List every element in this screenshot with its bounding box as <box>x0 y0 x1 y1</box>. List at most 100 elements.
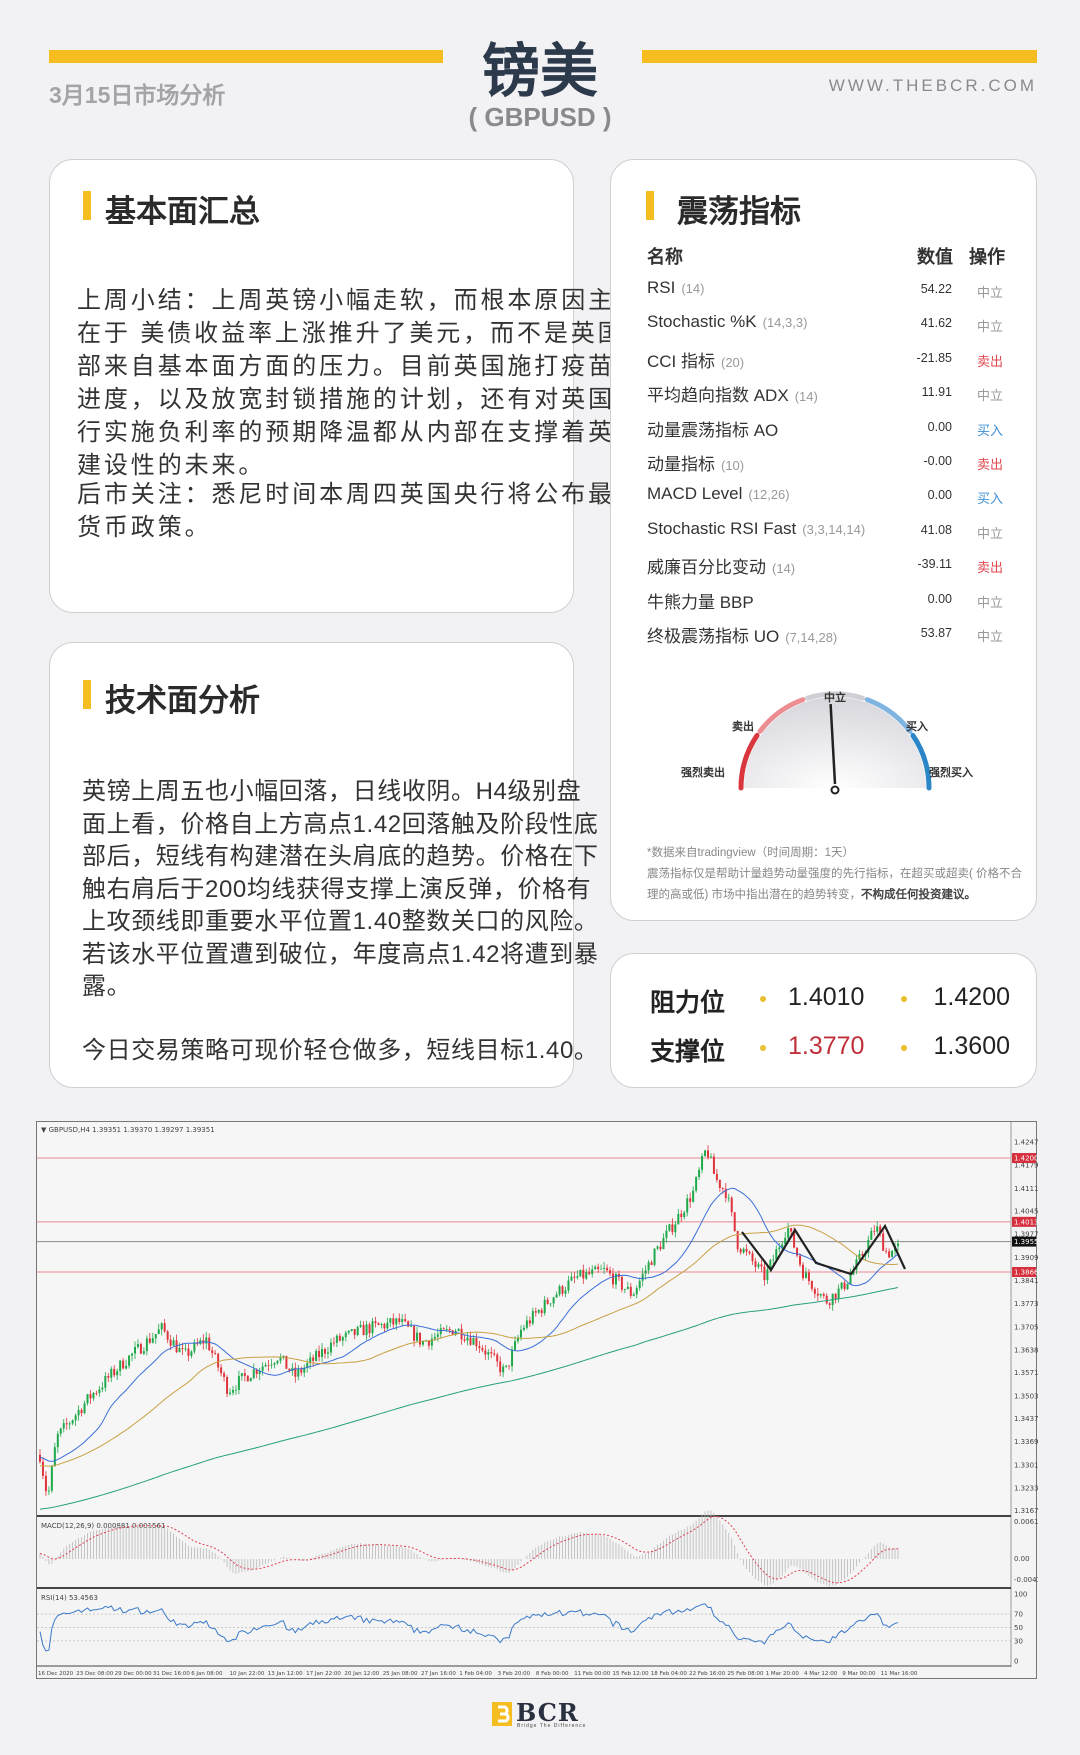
candle-body <box>784 1237 787 1245</box>
candle-body <box>701 1155 704 1170</box>
indicator-name: Stochastic %K (14,3,3) <box>647 312 807 332</box>
candle-body <box>264 1364 267 1367</box>
price-axis-label: 1.37730 <box>1014 1300 1038 1308</box>
indicator-action: 中立 <box>977 594 1004 610</box>
text-line: 触右肩后于200均线获得支撑上演反弹，价格有 <box>82 875 592 903</box>
bullet <box>760 996 766 1002</box>
candle-body <box>796 1247 799 1256</box>
candle-body <box>386 1322 389 1329</box>
price-axis-label: 1.33010 <box>1014 1461 1038 1469</box>
candle-body <box>888 1251 891 1258</box>
text-line: 部来自基本面方面的压力。目前英国施打疫苗的 <box>77 353 642 380</box>
candle-body <box>840 1282 843 1289</box>
candle-body <box>116 1371 119 1376</box>
candle-body <box>635 1288 638 1295</box>
candle-body <box>822 1294 825 1296</box>
candle-body <box>312 1357 315 1361</box>
rsi-axis-label: 30 <box>1014 1637 1023 1645</box>
column-value: 数值 <box>917 247 953 267</box>
time-axis-label: 8 Feb 00:00 <box>536 1671 569 1677</box>
macd-axis-label: 0.00 <box>1014 1555 1030 1563</box>
price-axis-label: 1.31670 <box>1014 1507 1038 1515</box>
candle-body <box>359 1324 362 1327</box>
candle-body <box>83 1403 86 1414</box>
indicator-params: (14) <box>794 389 818 405</box>
oscillators-title: 震荡指标 <box>677 194 801 229</box>
ma-slow-line <box>39 1286 899 1510</box>
price-chart[interactable]: ▼ GBPUSD,H4 1.39351 1.39370 1.39297 1.39… <box>36 1121 1050 1679</box>
candle-body <box>395 1318 398 1325</box>
candle-body <box>570 1276 573 1281</box>
candle-body <box>187 1348 190 1356</box>
indicator-label: CCI 指标 <box>647 351 715 371</box>
rsi-header: RSI(14) 53.4563 <box>41 1594 98 1602</box>
candle-body <box>234 1389 237 1391</box>
candle-body <box>303 1368 306 1373</box>
price-axis-label: 1.40450 <box>1014 1207 1038 1215</box>
candle-body <box>525 1320 528 1328</box>
text-line: 进度，以及放宽封锁措施的计划，还有对英国央 <box>77 386 642 413</box>
candle-body <box>98 1389 101 1394</box>
indicator-action: 买入 <box>977 491 1004 507</box>
candle-body <box>113 1368 116 1376</box>
time-axis-label: 6 Jan 08:00 <box>191 1671 223 1677</box>
resistance-1: 1.4010 <box>788 983 865 1011</box>
candle-body <box>439 1328 442 1335</box>
candle-body <box>65 1423 68 1425</box>
candle-body <box>469 1337 472 1345</box>
candle-body <box>279 1356 282 1361</box>
candle-body <box>772 1259 775 1261</box>
candle-body <box>534 1311 537 1313</box>
candle-body <box>793 1231 796 1248</box>
candle-body <box>546 1299 549 1304</box>
candle-body <box>813 1288 816 1294</box>
ma-mid-line <box>39 1224 899 1467</box>
candle-body <box>843 1282 846 1290</box>
candle-body <box>819 1294 822 1296</box>
time-axis-label: 1 Feb 04:00 <box>459 1671 492 1677</box>
candle-body <box>214 1353 217 1354</box>
candle-body <box>769 1260 772 1270</box>
candle-body <box>211 1350 214 1354</box>
candle-body <box>151 1338 154 1343</box>
text-line: 货币政策。 <box>77 514 212 541</box>
candle-body <box>371 1321 374 1334</box>
candle-body <box>125 1365 128 1369</box>
candle-body <box>594 1266 597 1270</box>
oscillator-row: 动量震荡指标 AO 0.00 买入 <box>611 416 1036 450</box>
indicator-value: 41.62 <box>920 316 952 331</box>
website-link[interactable]: WWW.THEBCR.COM <box>828 76 1037 95</box>
indicator-value: 54.22 <box>920 282 952 296</box>
macd-signal-line <box>39 1515 899 1584</box>
candle-body <box>353 1328 356 1335</box>
candle-body <box>514 1341 517 1350</box>
candle-body <box>53 1447 56 1467</box>
candle-body <box>282 1355 285 1357</box>
candle-body <box>223 1373 226 1377</box>
disclaimer-line-2: 理的高或低) 市场中指出潜在的趋势转变，不构成任何投资建议。 <box>647 886 976 902</box>
candle-body <box>463 1339 466 1341</box>
candle-body <box>374 1321 377 1324</box>
gauge-label-buy: 买入 <box>906 720 928 733</box>
oscillator-row: RSI (14) 54.22 中立 <box>611 278 1036 312</box>
candle-body <box>727 1197 730 1199</box>
candle-body <box>641 1273 644 1281</box>
price-axis-label: 1.33690 <box>1014 1438 1038 1446</box>
candle-body <box>47 1490 50 1492</box>
oscillator-row: Stochastic RSI Fast (3,3,14,14) 41.08 中立 <box>611 519 1036 553</box>
candle-body <box>128 1355 131 1366</box>
candle-body <box>421 1341 424 1345</box>
indicator-params: (12,26) <box>748 487 790 503</box>
indicator-name: 动量震荡指标 AO <box>647 416 784 441</box>
text-line: 上攻颈线即重要水平位置1.40整数关口的风险。 <box>82 908 599 935</box>
gauge-pivot <box>830 785 840 795</box>
logo-mark-icon <box>492 1702 512 1726</box>
candle-body <box>134 1346 137 1354</box>
time-axis-label: 20 Jan 12:00 <box>344 1671 379 1677</box>
price-tag-label: 1.40130 <box>1014 1218 1038 1226</box>
candle-body <box>484 1350 487 1355</box>
time-axis-label: 4 Mar 12:00 <box>804 1671 838 1677</box>
candle-body <box>380 1324 383 1325</box>
candle-body <box>757 1264 760 1267</box>
support-1: 1.3770 <box>788 1032 865 1060</box>
